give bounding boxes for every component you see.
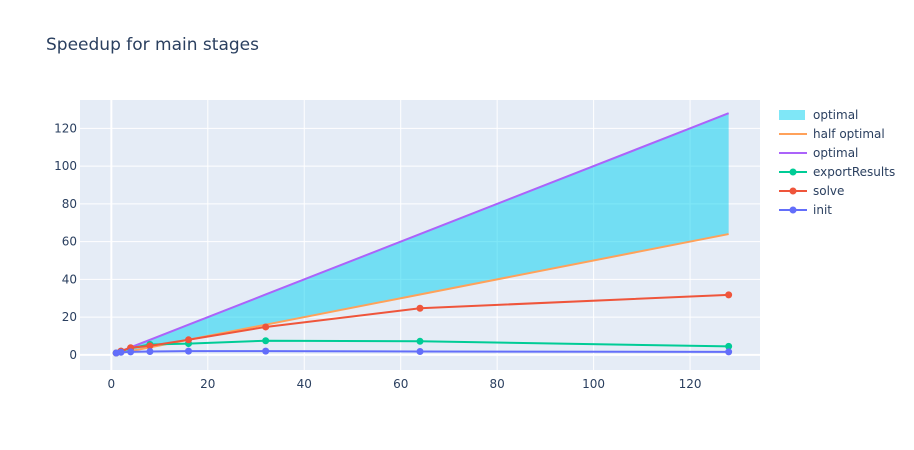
- series-init: [112, 347, 733, 357]
- tick-labels: 0 20 40 60 80 100 120 0 20 40 60 80 100 120: [54, 121, 701, 391]
- x-tick-label: 20: [200, 377, 215, 391]
- data-point-init[interactable]: [262, 347, 270, 355]
- y-tick-label: 60: [62, 235, 77, 249]
- legend-item-solve[interactable]: solve: [779, 184, 844, 198]
- series-layer: [112, 112, 733, 357]
- x-tick-label: 80: [490, 377, 505, 391]
- y-tick-label: 120: [54, 121, 77, 135]
- data-point-solve[interactable]: [725, 291, 733, 299]
- legend-label: solve: [813, 184, 844, 198]
- y-tick-label: 0: [69, 348, 77, 362]
- legend-marker: [789, 206, 797, 214]
- y-tick-label: 100: [54, 159, 77, 173]
- x-tick-label: 0: [108, 377, 116, 391]
- data-point-solve[interactable]: [185, 336, 193, 344]
- data-point-solve[interactable]: [146, 342, 154, 350]
- legend-label: half optimal: [813, 127, 885, 141]
- legend-item-init[interactable]: init: [779, 203, 832, 217]
- x-tick-label: 120: [679, 377, 702, 391]
- data-point-init[interactable]: [117, 348, 125, 356]
- data-point-init[interactable]: [185, 347, 193, 355]
- data-point-solve[interactable]: [262, 323, 270, 331]
- data-point-init[interactable]: [127, 348, 135, 356]
- legend-item-exportresults[interactable]: exportResults: [779, 165, 895, 179]
- data-point-solve[interactable]: [416, 304, 424, 312]
- legend-label: exportResults: [813, 165, 895, 179]
- legend-swatch: [779, 110, 805, 120]
- chart-title: Speedup for main stages: [46, 35, 259, 55]
- legend[interactable]: optimal half optimal optimal exportResults s…: [779, 108, 895, 217]
- x-tick-label: 60: [393, 377, 408, 391]
- y-tick-label: 40: [62, 272, 77, 286]
- legend-item-band-optimal[interactable]: optimal: [779, 108, 858, 122]
- legend-item-half-optimal[interactable]: half optimal: [779, 127, 885, 141]
- data-point-exportresults[interactable]: [262, 337, 270, 345]
- y-tick-label: 80: [62, 197, 77, 211]
- x-tick-label: 100: [582, 377, 605, 391]
- legend-item-optimal[interactable]: optimal: [779, 146, 858, 160]
- data-point-init[interactable]: [416, 347, 424, 355]
- y-tick-label: 20: [62, 310, 77, 324]
- legend-label: init: [813, 203, 832, 217]
- legend-marker: [789, 187, 797, 195]
- legend-label: optimal: [813, 146, 858, 160]
- data-point-init[interactable]: [146, 347, 154, 355]
- x-tick-label: 40: [297, 377, 312, 391]
- legend-label: optimal: [813, 108, 858, 122]
- data-point-exportresults[interactable]: [725, 342, 733, 350]
- data-point-exportresults[interactable]: [416, 337, 424, 345]
- legend-marker: [789, 168, 797, 176]
- data-point-init[interactable]: [725, 348, 733, 356]
